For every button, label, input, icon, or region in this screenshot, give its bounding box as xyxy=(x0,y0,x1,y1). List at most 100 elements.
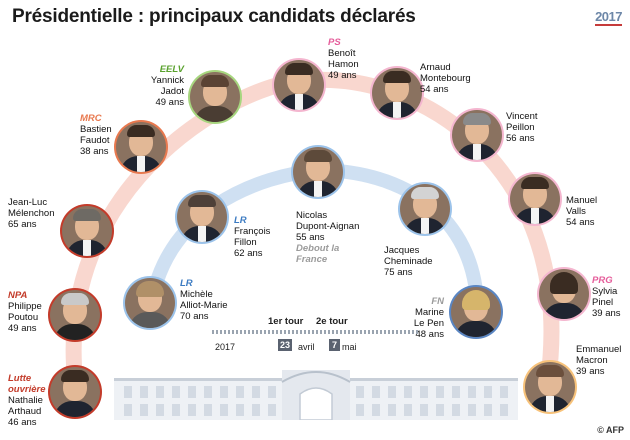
candidate-age: 49 ans xyxy=(328,70,357,81)
candidate-age: 65 ans xyxy=(8,219,37,230)
label-alliot-marie: LR Michèle Alliot-Marie 70 ans xyxy=(180,278,228,322)
label-peillon: Vincent Peillon 56 ans xyxy=(506,111,538,144)
candidate-age: 39 ans xyxy=(576,366,605,377)
avatar-melenchon xyxy=(62,206,112,256)
elysee-palace-illustration xyxy=(114,370,518,420)
candidate-first-name: Jacques xyxy=(384,245,420,256)
avatar-alliot-marie xyxy=(125,278,175,328)
candidate-first-name: Sylvia xyxy=(592,286,618,297)
avatar-ring-valls xyxy=(508,172,562,226)
candidate-first-name: Vincent xyxy=(506,111,538,122)
avatar-peillon xyxy=(452,110,502,160)
avatar-dupont-aignan xyxy=(293,147,343,197)
afp-credit: © AFP xyxy=(597,425,624,435)
candidate-age: 54 ans xyxy=(566,217,595,228)
round1-month: avril xyxy=(298,342,315,352)
timeline-bar xyxy=(212,330,418,334)
label-cheminade: Jacques Cheminade 75 ans xyxy=(384,245,433,278)
candidate-age: 62 ans xyxy=(234,248,263,259)
candidate-age: 54 ans xyxy=(420,84,449,95)
candidate-last-name: Pinel xyxy=(592,297,614,308)
candidate-first-name: Emmanuel xyxy=(576,344,622,355)
avatar-montebourg xyxy=(372,68,422,118)
label-le-pen: FN Marine Le Pen 48 ans xyxy=(398,296,444,340)
candidate-first-name: Benoît xyxy=(328,48,356,59)
label-valls: Manuel Valls 54 ans xyxy=(566,195,597,228)
page-title: Présidentielle : principaux candidats dé… xyxy=(12,6,416,27)
candidate-first-name: Philippe xyxy=(8,301,42,312)
candidate-last-name: Fillon xyxy=(234,237,257,248)
label-melenchon: Jean-Luc Mélenchon 65 ans xyxy=(8,197,54,230)
avatar-ring-cheminade xyxy=(398,182,452,236)
candidate-first-name: Michèle xyxy=(180,289,213,300)
round2-label: 2e tour xyxy=(316,316,348,327)
election-timeline: 1er tour 2e tour 2017 23 avril 7 mai xyxy=(212,316,422,356)
candidate-last-name: Faudot xyxy=(80,135,110,146)
party-name: LR xyxy=(234,215,247,226)
avatar-poutou xyxy=(50,290,100,340)
avatar-faudot xyxy=(116,122,166,172)
label-montebourg: Arnaud Montebourg 54 ans xyxy=(420,62,471,95)
label-jadot: EELV Yannick Jadot 49 ans xyxy=(148,64,184,108)
candidate-age: 49 ans xyxy=(8,323,37,334)
logo-2017: 2017 xyxy=(595,9,622,26)
avatar-ring-poutou xyxy=(48,288,102,342)
avatar-ring-jadot xyxy=(188,70,242,124)
candidate-first-name: Arnaud xyxy=(420,62,451,73)
candidate-age: 56 ans xyxy=(506,133,535,144)
candidate-first-name: Yannick xyxy=(150,75,184,86)
avatar-le-pen xyxy=(451,287,501,337)
avatar-ring-hamon xyxy=(272,58,326,112)
party-name: Lutte ouvrière xyxy=(8,373,46,395)
avatar-ring-fillon xyxy=(175,190,229,244)
candidate-last-name: Montebourg xyxy=(420,73,471,84)
avatar-ring-peillon xyxy=(450,108,504,162)
party-name: FN xyxy=(431,296,444,307)
round1-day: 23 xyxy=(278,339,293,351)
candidate-age: 38 ans xyxy=(80,146,109,157)
party-name: NPA xyxy=(8,290,28,301)
candidate-last-name: Arthaud xyxy=(8,406,42,417)
candidate-age: 70 ans xyxy=(180,311,209,322)
candidate-first-name: Nathalie xyxy=(8,395,43,406)
candidate-age: 75 ans xyxy=(384,267,413,278)
avatar-cheminade xyxy=(400,184,450,234)
candidate-last-name: Macron xyxy=(576,355,608,366)
candidate-age: 49 ans xyxy=(155,97,184,108)
label-hamon: PS Benoît Hamon 49 ans xyxy=(328,37,359,81)
candidate-last-name: Valls xyxy=(566,206,586,217)
avatar-arthaud xyxy=(50,367,100,417)
candidate-last-name: Le Pen xyxy=(413,318,444,329)
round2-month: mai xyxy=(342,342,357,352)
avatar-jadot xyxy=(190,72,240,122)
label-faudot: MRC Bastien Faudot 38 ans xyxy=(80,113,112,157)
party-name: MRC xyxy=(80,113,102,124)
avatar-ring-faudot xyxy=(114,120,168,174)
avatar-ring-le-pen xyxy=(449,285,503,339)
party-name: Debout la France xyxy=(296,243,340,265)
candidate-last-name: Dupont-Aignan xyxy=(296,221,360,232)
avatar-ring-montebourg xyxy=(370,66,424,120)
avatar-ring-alliot-marie xyxy=(123,276,177,330)
candidate-first-name: François xyxy=(234,226,271,237)
avatar-ring-melenchon xyxy=(60,204,114,258)
label-pinel: PRG Sylvia Pinel 39 ans xyxy=(592,275,621,319)
label-fillon: LR François Fillon 62 ans xyxy=(234,215,270,259)
party-name: EELV xyxy=(159,64,184,75)
avatar-fillon xyxy=(177,192,227,242)
candidate-first-name: Nicolas xyxy=(296,210,328,221)
candidate-last-name: Peillon xyxy=(506,122,535,133)
candidate-last-name: Cheminade xyxy=(384,256,433,267)
avatar-ring-dupont-aignan xyxy=(291,145,345,199)
candidate-first-name: Manuel xyxy=(566,195,598,206)
candidate-last-name: Alliot-Marie xyxy=(180,300,228,311)
candidate-last-name: Jadot xyxy=(160,86,184,97)
party-name: PRG xyxy=(592,275,613,286)
party-name: PS xyxy=(328,37,341,48)
label-macron: Emmanuel Macron 39 ans xyxy=(576,344,621,377)
label-dupont-aignan: Nicolas Dupont-Aignan 55 ans Debout la F… xyxy=(296,210,359,265)
candidate-first-name: Marine xyxy=(414,307,444,318)
candidate-last-name: Mélenchon xyxy=(8,208,55,219)
candidate-first-name: Jean-Luc xyxy=(8,197,48,208)
